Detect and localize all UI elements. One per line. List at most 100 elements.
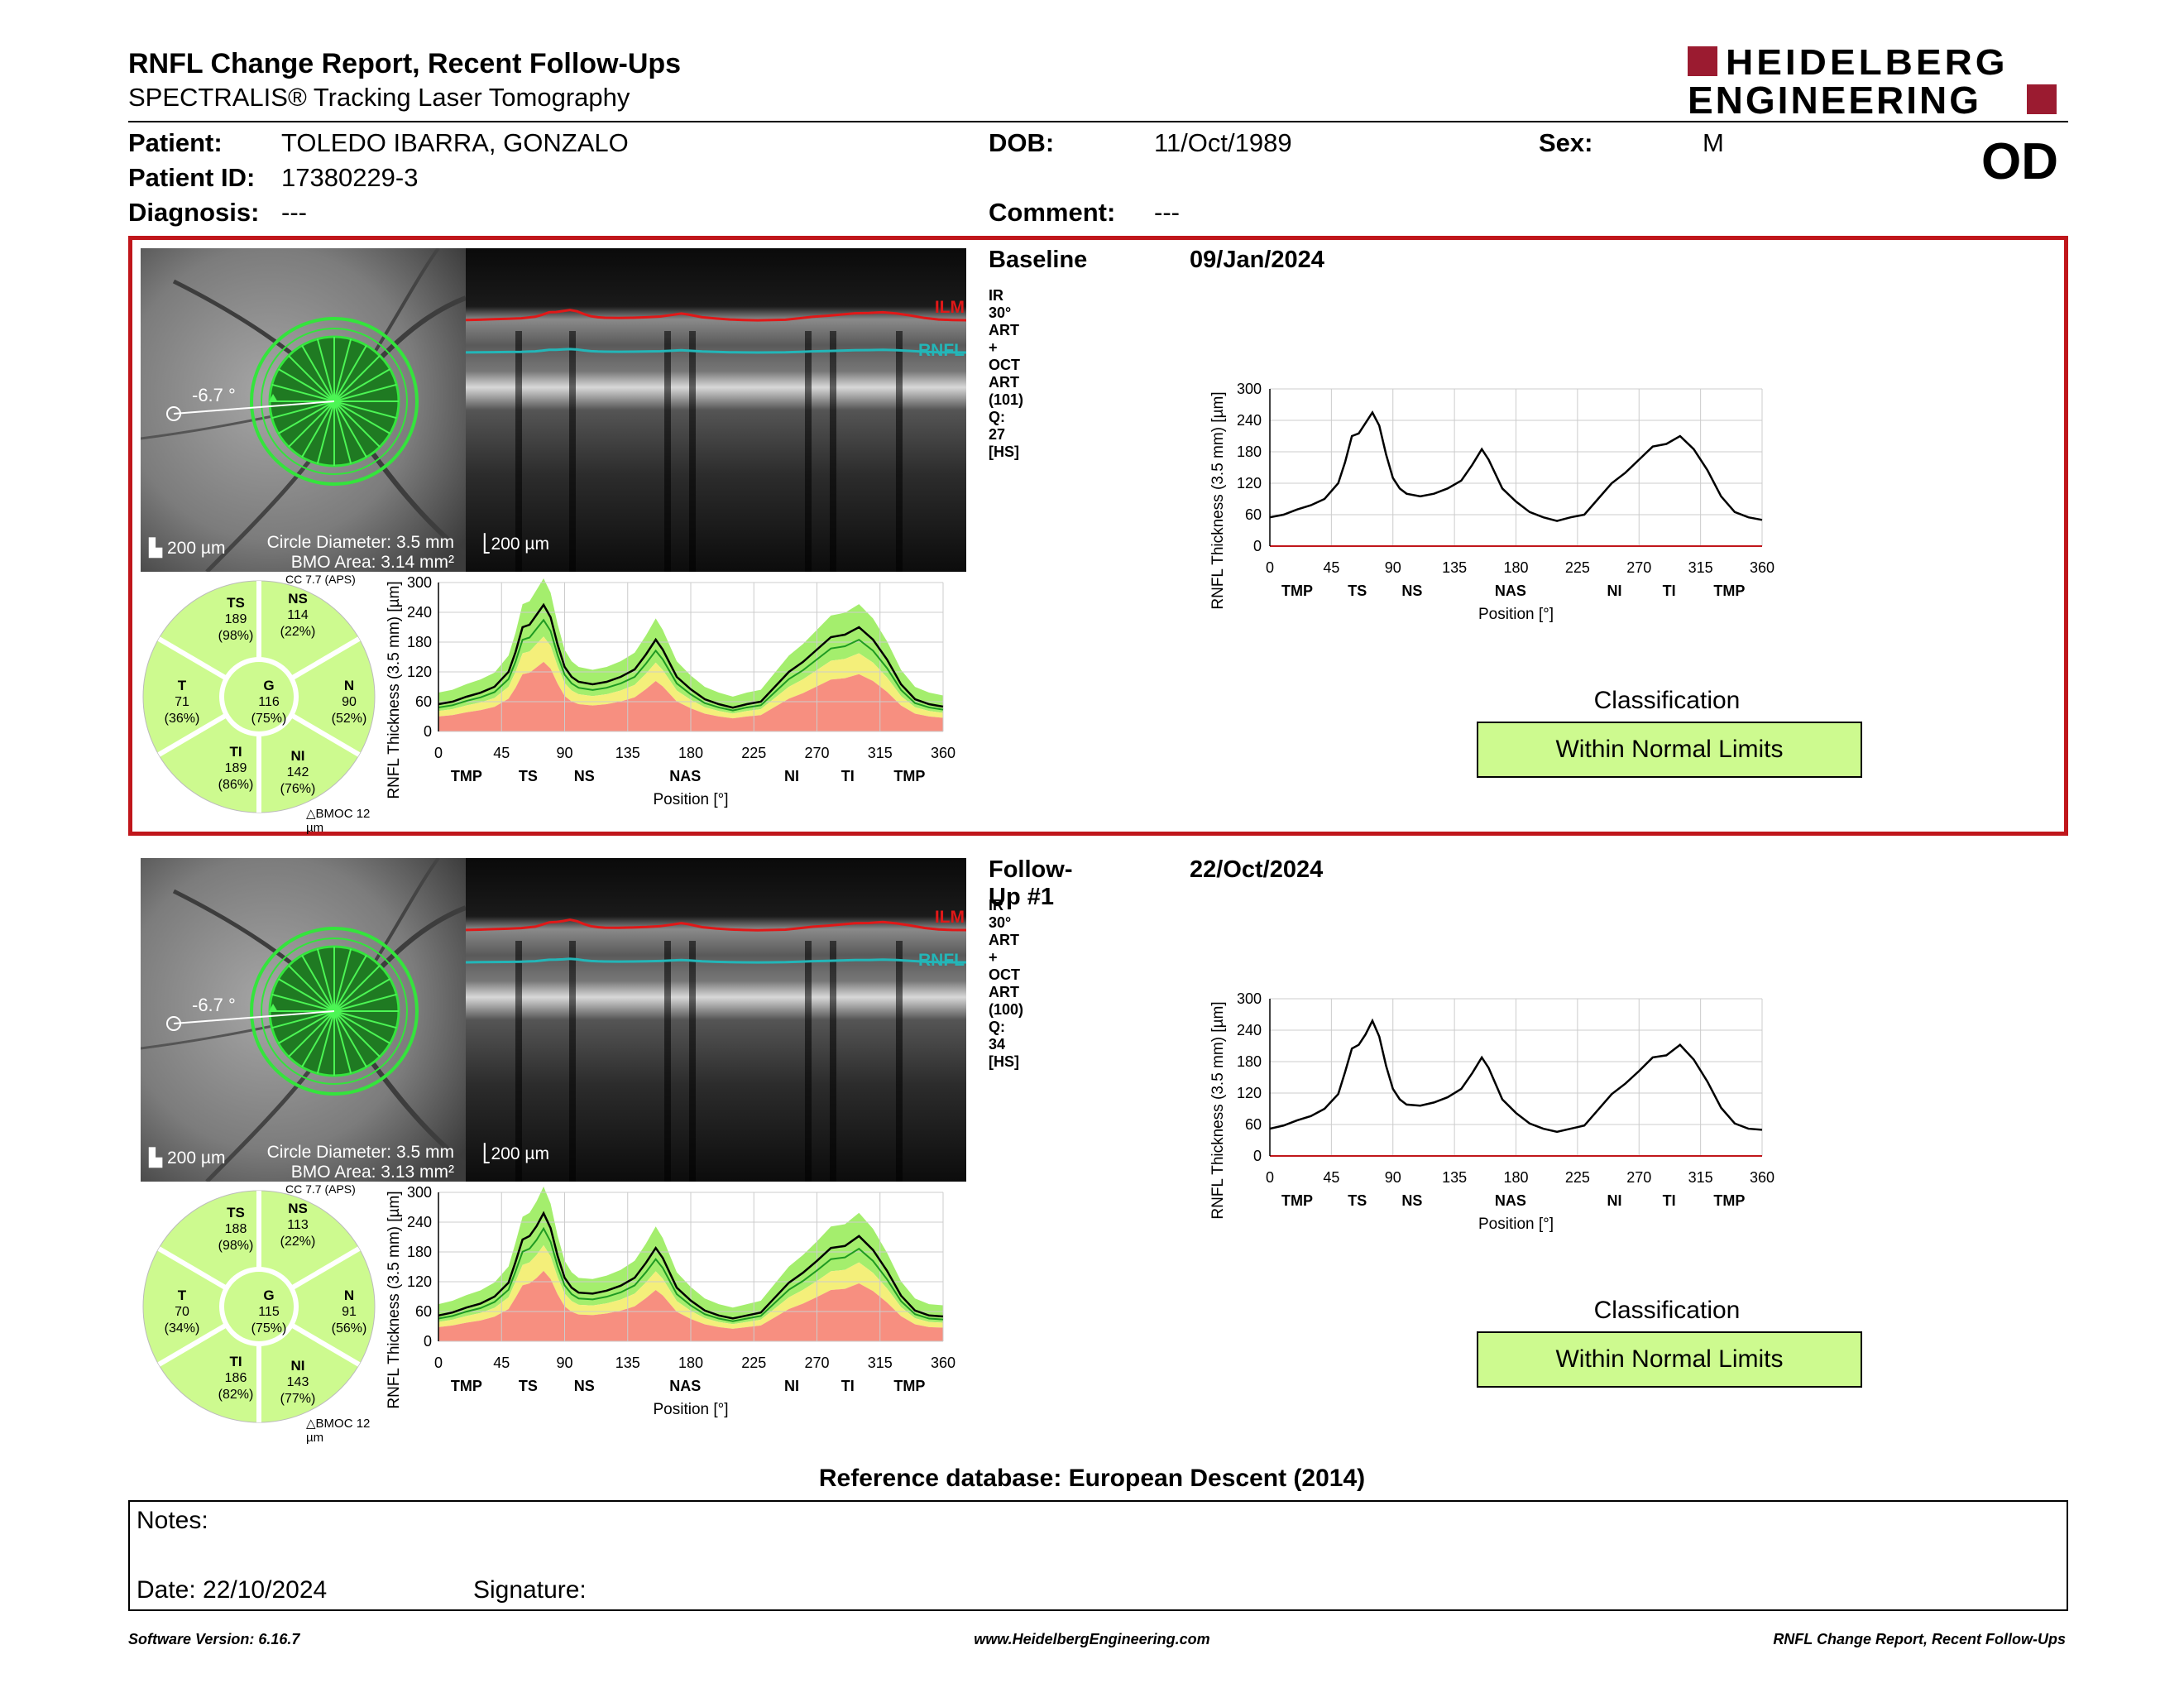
bmo-area: BMO Area: 3.14 mm² (290, 553, 454, 572)
profile-svg: 0 60 120 180 240 300 0 45 90 135 180 225 270 315 360 TM… (1209, 990, 1774, 1233)
x-tick-label: 0 (1266, 559, 1274, 576)
cc-label: CC 7.7 (APS) (285, 573, 356, 586)
exam-panel-baseline[interactable] (128, 236, 2068, 836)
sector-pct: (34%) (164, 1321, 200, 1336)
footer-report-name: RNFL Change Report, Recent Follow-Ups (1773, 1631, 2066, 1647)
x-tick-label: 270 (804, 1355, 829, 1371)
signature-label: Signature: (473, 1576, 587, 1604)
fundus-image: -6.7 ° ▙ 200 µm Circle Diameter: 3.5 mm … (141, 248, 466, 572)
diagnosis-label: Diagnosis: (128, 198, 260, 227)
x-tick-label: 180 (1503, 1169, 1528, 1186)
classification-result: Within Normal Limits (1477, 722, 1862, 778)
sector-n: N 90 (52%) (324, 678, 374, 727)
footer-website[interactable]: www.HeidelbergEngineering.com (974, 1631, 1210, 1647)
sector-axis-label: TMP (451, 1378, 482, 1394)
y-tick-label: 240 (407, 604, 432, 621)
y-tick-label: 240 (407, 1214, 432, 1230)
sector-label: TS (227, 595, 245, 611)
sector-ts: TS 189 (98%) (211, 595, 261, 645)
x-tick-label: 270 (1626, 1169, 1651, 1186)
notes-label: Notes: (136, 1507, 208, 1534)
x-tick-label: 360 (931, 1355, 956, 1371)
sector-ts: TS 188 (98%) (211, 1205, 261, 1254)
y-axis-label: RNFL Thickness (3.5 mm) [µm] (1209, 1001, 1227, 1219)
sector-axis-label: NS (1401, 1192, 1422, 1209)
x-tick-label: 135 (1442, 1169, 1467, 1186)
sector-t: T 71 (36%) (157, 678, 207, 727)
sector-axis-label: NS (574, 1378, 595, 1394)
sector-g: G 116 (75%) (244, 678, 294, 727)
footer-software: Software Version: 6.16.7 (128, 1631, 300, 1647)
sector-svg (142, 580, 376, 813)
x-tick-label: 315 (868, 1355, 893, 1371)
patient-id-label: Patient ID: (128, 163, 256, 192)
x-tick-label: 225 (741, 1355, 766, 1371)
rnfl-thickness-line (438, 602, 944, 709)
sector-chart: CC 7.7 (APS) TS 189 (98%) NS 114 (22%) T 71 (3… (141, 573, 381, 835)
scan-info: IR 30° ART + OCT ART (100) Q: 34 [HS] (989, 897, 1024, 1070)
y-tick-label: 60 (415, 1303, 432, 1320)
sector-axis-label: TMP (893, 1378, 925, 1394)
rnfl-thickness-line (1269, 410, 1763, 522)
sector-label: NI (290, 748, 305, 764)
normative-profile-chart: 0 60 120 180 240 300 0 45 90 135 180 225 270 315 360 TM… (381, 1184, 976, 1441)
sector-axis-label: NS (1401, 583, 1422, 599)
reference-database: Reference database: European Descent (20… (818, 1465, 1366, 1492)
notes-box[interactable]: Notes: Date: 22/10/2024 Signature: (128, 1500, 2068, 1611)
x-tick-label: 225 (1565, 559, 1590, 576)
y-tick-label: 60 (1245, 506, 1262, 523)
x-tick-label: 360 (1750, 559, 1774, 576)
sector-pct: (75%) (251, 712, 287, 726)
x-tick-label: 45 (493, 1355, 510, 1371)
sector-axis-label: TMP (1281, 1192, 1313, 1209)
classification-result: Within Normal Limits (1477, 1331, 1862, 1388)
sector-pct: (56%) (331, 1321, 367, 1336)
sector-svg (142, 1190, 376, 1423)
x-axis-label: Position [°] (1478, 606, 1554, 623)
rnfl-profile-chart: 0 60 120 180 240 300 0 45 90 135 180 225 270 315 360 TM… (1191, 381, 1919, 645)
rnfl-thickness-line (438, 1211, 944, 1320)
sector-axis-label: TMP (1713, 1192, 1745, 1209)
x-axis-label: Position [°] (653, 791, 728, 808)
oct-bscan: ILM RNFL ⎣200 µm (466, 858, 966, 1182)
x-tick-label: 315 (868, 745, 893, 761)
sector-chart: CC 7.7 (APS) TS 188 (98%) NS 113 (22%) T 70 (3… (141, 1182, 381, 1445)
y-tick-label: 180 (407, 1244, 432, 1260)
dob-label: DOB: (989, 128, 1055, 157)
x-tick-label: 0 (434, 745, 443, 761)
sector-ni: NI 142 (76%) (273, 748, 323, 798)
sector-label: TS (227, 1205, 245, 1220)
oct-svg (466, 858, 966, 1182)
y-tick-label: 300 (1237, 990, 1262, 1007)
sector-label: NS (288, 591, 308, 607)
y-tick-label: 0 (1253, 1148, 1262, 1164)
x-tick-label: 270 (1626, 559, 1651, 576)
logo-line2: ENGINEERING (1688, 79, 1982, 122)
x-tick-label: 135 (1442, 559, 1467, 576)
y-tick-label: 300 (1237, 381, 1262, 397)
sector-axis-label: TI (841, 768, 855, 784)
x-tick-label: 45 (1323, 559, 1339, 576)
comment-label: Comment: (989, 198, 1116, 227)
sector-value: 114 (287, 608, 309, 622)
logo-square-icon (1688, 46, 1717, 76)
normative-svg: 0 60 120 180 240 300 0 45 90 135 180 225 270 315 360 TM… (386, 1184, 956, 1418)
sector-pct: (36%) (164, 712, 200, 726)
x-tick-label: 90 (556, 1355, 572, 1371)
y-tick-label: 120 (1237, 1085, 1262, 1101)
sector-t: T 70 (34%) (157, 1288, 207, 1337)
y-tick-label: 300 (407, 574, 432, 591)
sector-axis-label: TMP (1713, 583, 1745, 599)
sector-label: G (263, 1288, 275, 1303)
x-tick-label: 0 (1266, 1169, 1274, 1186)
sector-axis-label: NAS (669, 1378, 701, 1394)
sector-axis-label: TMP (451, 768, 482, 784)
sector-value: 116 (258, 695, 280, 709)
y-tick-label: 300 (407, 1184, 432, 1201)
ilm-label: ILM (934, 298, 965, 317)
sector-axis-label: TMP (893, 768, 925, 784)
sector-pct: (22%) (280, 625, 316, 639)
patient-name: TOLEDO IBARRA, GONZALO (281, 128, 629, 157)
y-axis-label: RNFL Thickness (3.5 mm) [µm] (386, 1191, 403, 1408)
classification-label: Classification (1593, 687, 1741, 714)
